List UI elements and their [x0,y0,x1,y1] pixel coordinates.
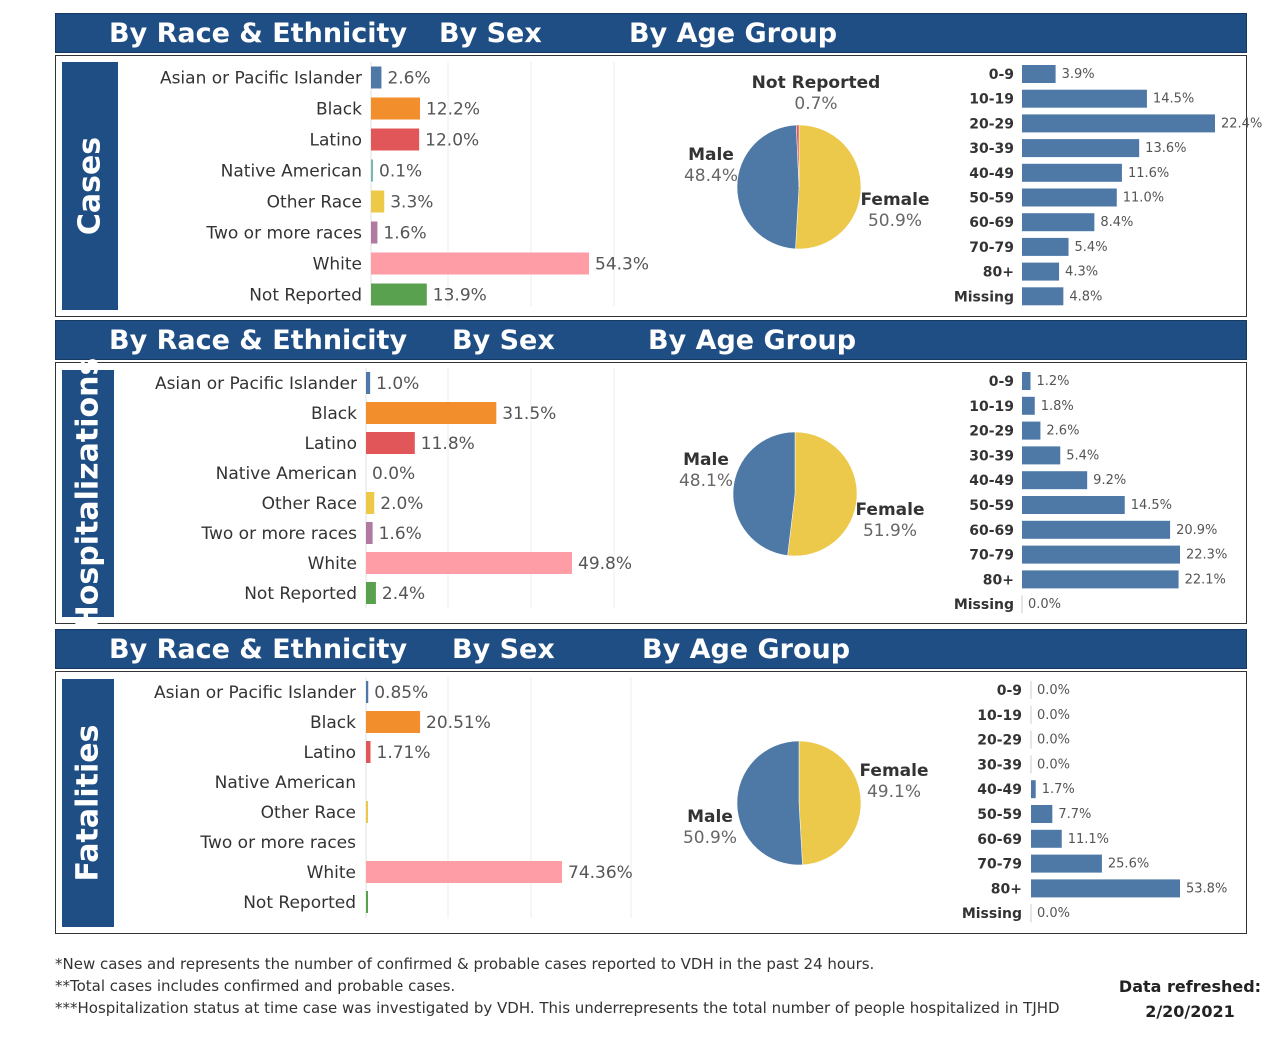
footnote: ***Hospitalization status at time case w… [55,999,1060,1017]
panel-cases: Cases [55,55,1247,317]
header-race: By Race & Ethnicity [109,634,408,665]
header-sex: By Sex [452,634,555,665]
header-sex: By Sex [452,325,555,356]
refresh-date: 2/20/2021 [1145,1002,1235,1021]
panel-hospitalizations: Hospitalizations [55,357,1247,630]
footnotes: *New cases and represents the number of … [55,953,1060,1019]
header-sex: By Sex [439,18,542,49]
section-label-cases: Cases [62,62,118,310]
header-band-hospitalizations: By Race & Ethnicity By Sex By Age Group [55,320,1247,360]
section-title: Hospitalizations [70,357,106,630]
header-band-fatalities: By Race & Ethnicity By Sex By Age Group [55,629,1247,669]
data-refreshed: Data refreshed: 2/20/2021 [1110,974,1270,1024]
header-age: By Age Group [629,18,838,49]
section-title: Cases [72,136,108,236]
section-label-hospitalizations: Hospitalizations [62,357,114,630]
refresh-label: Data refreshed: [1118,977,1262,996]
header-age: By Age Group [642,634,851,665]
header-race: By Race & Ethnicity [109,325,408,356]
section-title: Fatalities [70,724,106,882]
header-race: By Race & Ethnicity [109,18,408,49]
footnote: **Total cases includes confirmed and pro… [55,977,456,995]
footnote: *New cases and represents the number of … [55,955,875,973]
section-label-fatalities: Fatalities [62,679,114,927]
header-age: By Age Group [648,325,857,356]
header-band-cases: By Race & Ethnicity By Sex By Age Group [55,13,1247,53]
panel-fatalities: Fatalities [55,671,1247,934]
